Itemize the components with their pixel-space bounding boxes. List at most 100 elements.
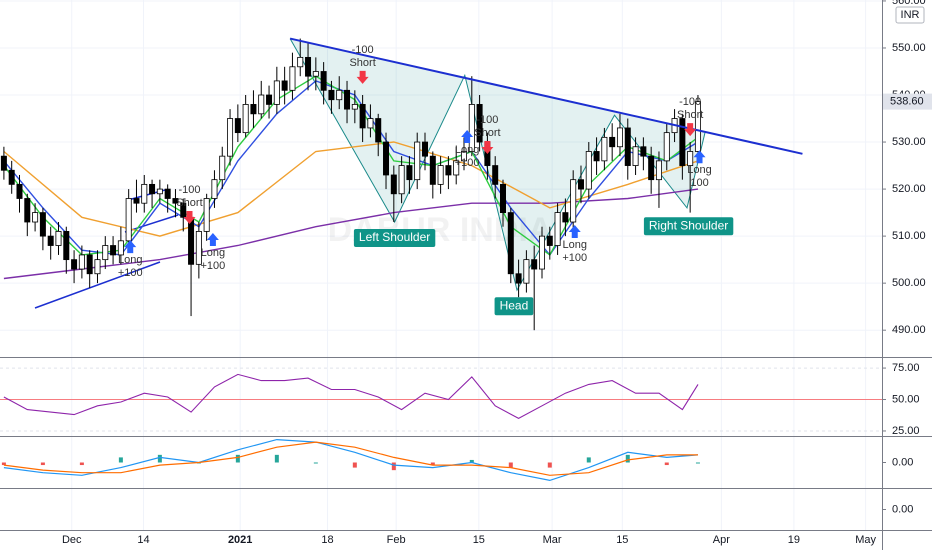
- candle-body: [344, 89, 351, 110]
- trendline: [289, 37, 803, 155]
- last-price-box: [883, 93, 932, 110]
- candle-body: [289, 66, 296, 91]
- macd-histogram: [695, 462, 700, 464]
- candle-body: [531, 259, 538, 270]
- candle-body: [305, 56, 312, 77]
- signal-text: Short: [176, 197, 202, 209]
- candle-body: [258, 94, 265, 115]
- x-tick-label: 18: [321, 534, 333, 546]
- candle-body: [398, 165, 405, 195]
- candle-body: [16, 183, 23, 199]
- signal-text: -100: [178, 184, 200, 196]
- candle-body: [242, 104, 249, 134]
- y-tick-label: 520.00: [892, 183, 926, 195]
- y-tick-label: 500.00: [892, 277, 926, 289]
- candle-body: [476, 104, 483, 143]
- signal-text: Long: [687, 164, 711, 176]
- candle-body: [507, 212, 514, 275]
- candle-body: [562, 212, 569, 223]
- indicator-line: [3, 441, 698, 476]
- candle-body: [515, 273, 522, 284]
- x-tick-label: 15: [473, 534, 485, 546]
- macd-histogram: [625, 454, 630, 463]
- candle-body: [47, 235, 54, 246]
- candle-body: [234, 118, 241, 134]
- x-tick-label: 2021: [228, 534, 252, 546]
- signal-text: 100: [690, 177, 708, 189]
- macd-histogram: [274, 454, 279, 463]
- candle-body: [492, 165, 499, 185]
- macd-histogram: [235, 454, 240, 463]
- signal-text: Short: [474, 127, 500, 139]
- macd-histogram: [157, 454, 162, 463]
- candle-body: [32, 212, 39, 223]
- candle-body: [149, 183, 156, 195]
- signal-arrow: [206, 233, 219, 247]
- currency-box: [895, 6, 925, 24]
- candle-body: [546, 235, 553, 246]
- candle-body: [499, 183, 506, 214]
- currency: INR: [901, 9, 920, 21]
- macd-histogram: [40, 462, 45, 466]
- candle-body: [601, 136, 608, 162]
- signal-text: Long: [563, 239, 587, 251]
- candle-body: [188, 216, 195, 265]
- signal-arrow: [124, 240, 137, 254]
- candle-body: [219, 155, 226, 181]
- x-tick-label: May: [855, 534, 876, 546]
- candle-body: [250, 104, 257, 115]
- candle-body: [593, 151, 600, 162]
- macd-histogram: [118, 457, 123, 463]
- candle-body: [125, 198, 132, 242]
- pattern-fill: [290, 38, 705, 291]
- candle-body: [141, 183, 148, 204]
- macd-histogram: [547, 462, 552, 468]
- candle-body: [655, 160, 662, 181]
- candle-body: [172, 198, 179, 204]
- candle-body: [328, 89, 335, 101]
- grid-layer: [0, 0, 882, 530]
- pattern-label: Right Shoulder: [649, 218, 728, 232]
- macd-histogram: [313, 462, 318, 464]
- macd-histogram: [430, 462, 435, 466]
- signal-text: Long: [201, 247, 225, 259]
- candle-body: [437, 165, 444, 185]
- y-tick-label: 490.00: [892, 324, 926, 336]
- signal-text: -100: [352, 44, 374, 56]
- candle-body: [133, 198, 140, 204]
- macd-histogram: [586, 457, 591, 463]
- candle-body: [445, 165, 452, 176]
- candle-body: [414, 141, 421, 181]
- signal-text: -100: [476, 114, 498, 126]
- pattern-label-box: [353, 229, 436, 247]
- candle-body: [383, 141, 390, 176]
- candle-body: [164, 188, 171, 199]
- candle-body: [640, 146, 647, 157]
- macd-histogram: [469, 459, 474, 463]
- y-tick-label: 0.00: [892, 503, 913, 515]
- candle-body: [367, 118, 374, 129]
- candle-body: [195, 231, 202, 265]
- candle-body: [55, 231, 62, 246]
- wedge-line: [34, 261, 161, 309]
- x-tick-label: Dec: [62, 534, 82, 546]
- pattern-label-box: [643, 217, 734, 236]
- signal-text: Short: [677, 109, 703, 121]
- candle-body: [632, 146, 639, 166]
- y-tick-label: 560.00: [892, 0, 926, 7]
- candle-body: [359, 104, 366, 129]
- pattern-label-box: [494, 297, 534, 316]
- signal-arrow: [183, 211, 196, 225]
- signal-arrow: [481, 140, 494, 154]
- x-tick-label: Mar: [543, 534, 562, 546]
- y-tick-label: 75.00: [892, 362, 920, 374]
- macd-histogram: [352, 462, 357, 468]
- candle-body: [8, 169, 15, 185]
- signal-text: +100: [118, 267, 143, 279]
- candle-body: [624, 127, 631, 166]
- macd-histogram: [1, 462, 6, 466]
- candle-body: [71, 259, 78, 270]
- candle-body: [336, 89, 343, 101]
- y-tick-label: 50.00: [892, 393, 920, 405]
